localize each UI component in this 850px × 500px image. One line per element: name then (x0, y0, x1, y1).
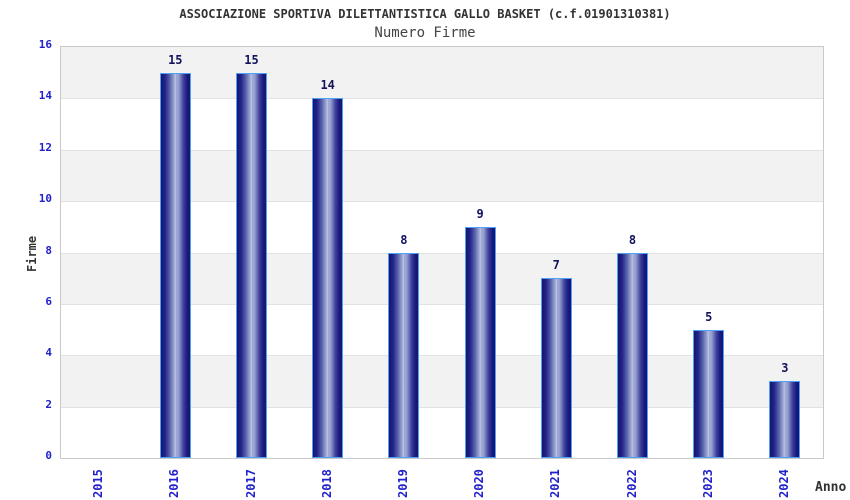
y-tick-label: 4 (45, 346, 52, 360)
x-tick-label: 2019 (395, 469, 410, 498)
bar (312, 98, 344, 458)
x-tick-label: 2020 (472, 469, 487, 498)
x-axis-title: Anno (815, 480, 847, 495)
gridline (61, 252, 823, 254)
plot-area: 15 15 14 8 9 7 8 5 3 (60, 46, 824, 459)
x-tick-label: 2016 (167, 469, 182, 498)
bar (693, 329, 725, 458)
gridline (61, 355, 823, 357)
bar-value-label: 8 (400, 232, 408, 247)
bar-value-label: 5 (705, 309, 713, 324)
x-tick-label: 2017 (243, 469, 258, 498)
gridline (61, 98, 823, 100)
x-tick-label: 2018 (319, 469, 334, 498)
gridline (61, 406, 823, 408)
chart-subtitle: Numero Firme (374, 25, 476, 41)
bar-value-label: 8 (628, 232, 637, 247)
bar (236, 72, 267, 458)
gridline (61, 303, 823, 305)
bar (540, 278, 572, 458)
bar (769, 380, 801, 458)
bar (159, 72, 191, 458)
gridline (61, 149, 823, 151)
y-tick-label: 10 (38, 192, 52, 206)
x-tick-label: 2023 (700, 469, 715, 498)
y-tick-label: 14 (38, 89, 52, 103)
x-tick-label: 2022 (624, 469, 639, 498)
x-tick-label: 2015 (91, 469, 106, 498)
bar (464, 226, 496, 458)
bar-value-label: 15 (244, 52, 259, 67)
y-tick-label: 6 (45, 294, 52, 308)
bar (617, 252, 648, 458)
y-tick-label: 0 (45, 449, 52, 462)
bar-value-label: 3 (781, 360, 789, 375)
y-tick-label: 2 (45, 397, 52, 411)
bar (388, 252, 420, 458)
chart-title: ASSOCIAZIONE SPORTIVA DILETTANTISTICA GA… (179, 7, 671, 21)
bar-value-label: 9 (476, 206, 484, 221)
x-tick-label: 2021 (548, 469, 563, 498)
bar-value-label: 15 (168, 52, 183, 67)
gridline (61, 201, 823, 203)
x-tick-label: 2024 (776, 469, 791, 498)
bar-value-label: 14 (320, 78, 335, 93)
y-tick-label: 12 (38, 140, 52, 154)
y-tick-label: 8 (45, 243, 52, 257)
bar-value-label: 7 (552, 258, 560, 273)
y-tick-label: 16 (38, 38, 52, 51)
